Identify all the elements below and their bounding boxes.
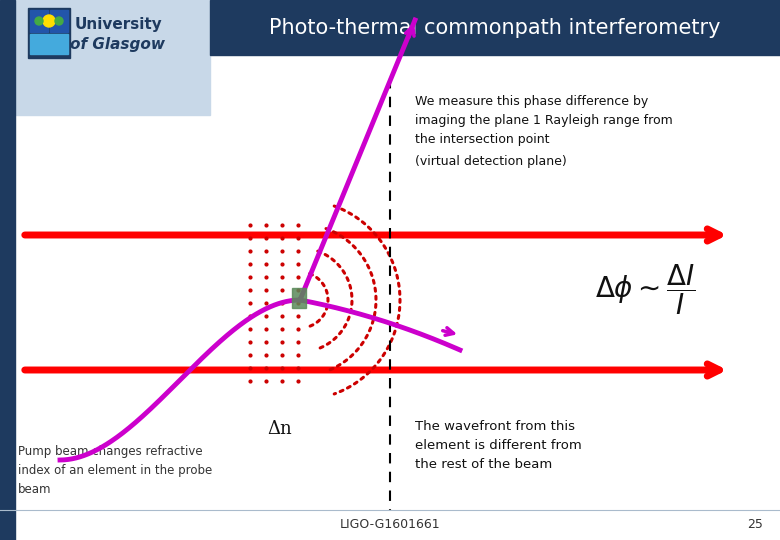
- Text: Photo-thermal commonpath interferometry: Photo-thermal commonpath interferometry: [269, 17, 721, 37]
- Bar: [292, 288, 306, 308]
- Circle shape: [43, 15, 55, 27]
- Bar: [0, 0, 210, 115]
- Circle shape: [55, 17, 63, 25]
- Bar: [0, 0, 15, 540]
- Text: University: University: [74, 17, 162, 32]
- Bar: [30, 34, 68, 54]
- Text: We measure this phase difference by
imaging the plane 1 Rayleigh range from
the : We measure this phase difference by imag…: [415, 95, 672, 146]
- Bar: [50, 10, 68, 32]
- Text: The wavefront from this
element is different from
the rest of the beam: The wavefront from this element is diffe…: [415, 420, 582, 471]
- Bar: [28, 8, 70, 58]
- Bar: [30, 10, 48, 32]
- Text: LIGO-G1601661: LIGO-G1601661: [339, 518, 441, 531]
- Text: $\Delta\phi \sim \dfrac{\Delta I}{I}$: $\Delta\phi \sim \dfrac{\Delta I}{I}$: [594, 262, 695, 318]
- Text: 25: 25: [747, 518, 763, 531]
- Bar: [210, 0, 780, 55]
- Text: (virtual detection plane): (virtual detection plane): [415, 155, 567, 168]
- Text: Pump beam changes refractive
index of an element in the probe
beam: Pump beam changes refractive index of an…: [18, 445, 212, 496]
- Circle shape: [35, 17, 43, 25]
- Text: of Glasgow: of Glasgow: [70, 37, 165, 51]
- Text: Δn: Δn: [268, 420, 292, 438]
